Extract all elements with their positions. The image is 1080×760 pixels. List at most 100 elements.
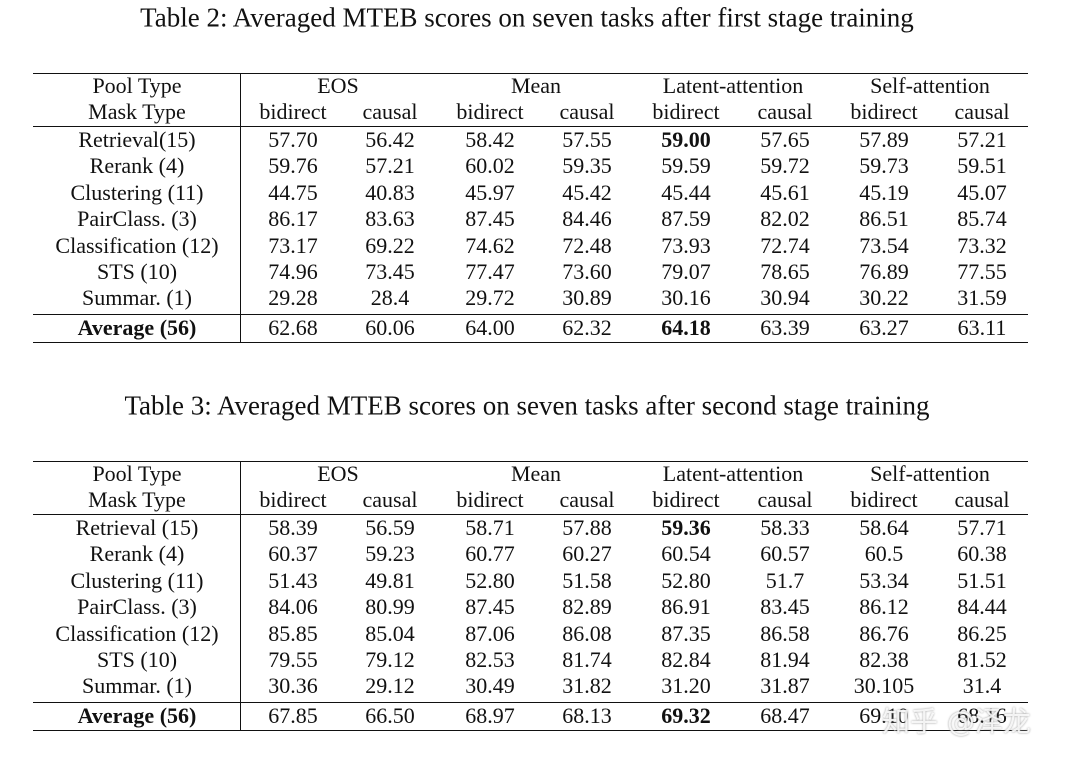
cell: 60.77 (465, 541, 515, 567)
cell: 85.85 (268, 620, 318, 646)
cell: 45.61 (760, 179, 810, 205)
cell: 83.63 (365, 206, 415, 232)
sub-header: causal (954, 487, 1010, 512)
cell: 51.58 (562, 567, 612, 593)
group-header: Self-attention (870, 73, 990, 98)
cell: 85.74 (957, 206, 1007, 232)
cell: 52.80 (465, 567, 515, 593)
group-header: Latent-attention (662, 461, 804, 486)
cell: 72.48 (562, 232, 612, 258)
rule (33, 514, 1028, 516)
cell: 29.28 (268, 285, 318, 311)
cell: 77.55 (957, 259, 1007, 284)
cell: 57.71 (957, 515, 1007, 540)
cell: 51.43 (268, 567, 318, 593)
cell: 77.47 (465, 259, 515, 284)
cell: 29.72 (465, 285, 515, 311)
cell: 66.50 (365, 703, 415, 728)
cell: 31.4 (962, 673, 1002, 699)
cell: 59.36 (661, 515, 711, 540)
sub-header: bidirect (850, 99, 918, 124)
rule (33, 702, 1028, 704)
cell: 45.97 (465, 179, 515, 205)
row-label: Summar. (1) (82, 673, 192, 699)
cell: 82.53 (465, 647, 515, 672)
cell: 86.91 (661, 594, 711, 620)
cell: 63.39 (760, 315, 810, 340)
cell: 86.08 (562, 620, 612, 646)
cell: 57.65 (760, 127, 810, 152)
cell: 79.07 (661, 259, 711, 284)
column-rule (240, 461, 242, 730)
row-label: STS (10) (96, 647, 178, 672)
cell: 30.16 (661, 285, 711, 311)
cell: 31.59 (957, 285, 1007, 311)
cell: 30.105 (853, 673, 915, 699)
cell: 30.89 (562, 285, 612, 311)
cell: 52.80 (661, 567, 711, 593)
cell: 57.89 (859, 127, 909, 152)
cell: 68.13 (562, 703, 612, 728)
cell: 84.46 (562, 206, 612, 232)
group-header: Latent-attention (662, 73, 804, 98)
cell: 73.54 (859, 232, 909, 258)
cell: 57.55 (562, 127, 612, 152)
row-header: Pool Type (92, 73, 182, 98)
cell: 45.19 (859, 179, 909, 205)
sub-header: causal (559, 99, 615, 124)
cell: 78.65 (760, 259, 810, 284)
cell: 68.97 (465, 703, 515, 728)
cell: 59.35 (562, 153, 612, 179)
cell: 67.85 (268, 703, 318, 728)
cell: 49.81 (365, 567, 415, 593)
cell: 51.7 (765, 567, 805, 593)
row-header: Mask Type (88, 99, 186, 124)
row-header: Mask Type (88, 487, 186, 512)
cell: 44.75 (268, 179, 318, 205)
cell: 62.32 (562, 315, 612, 340)
cell: 87.35 (661, 620, 711, 646)
cell: 59.72 (760, 153, 810, 179)
cell: 80.99 (365, 594, 415, 620)
rule (33, 342, 1028, 344)
row-label: Classification (12) (55, 620, 219, 646)
rule (33, 461, 1028, 463)
cell: 58.42 (465, 127, 515, 152)
cell: 60.37 (268, 541, 318, 567)
cell: 79.55 (268, 647, 318, 672)
sub-header: causal (362, 99, 418, 124)
cell: 85.04 (365, 620, 415, 646)
group-header: Self-attention (870, 461, 990, 486)
cell: 73.93 (661, 232, 711, 258)
sub-header: causal (954, 99, 1010, 124)
cell: 87.59 (661, 206, 711, 232)
group-header: Mean (510, 73, 562, 98)
group-header: Mean (510, 461, 562, 486)
sub-header: bidirect (456, 99, 524, 124)
row-label: Classification (12) (55, 232, 219, 258)
cell: 63.11 (957, 315, 1007, 340)
cell: 86.51 (859, 206, 909, 232)
cell: 57.21 (365, 153, 415, 179)
row-label: Clustering (11) (70, 567, 204, 593)
cell: 58.71 (465, 515, 515, 540)
cell: 86.76 (859, 620, 909, 646)
cell: 62.68 (268, 315, 318, 340)
table-caption: Table 3: Averaged MTEB scores on seven t… (124, 390, 930, 421)
cell: 74.96 (268, 259, 318, 284)
cell: 82.02 (760, 206, 810, 232)
sub-header: bidirect (652, 487, 720, 512)
cell: 30.49 (465, 673, 515, 699)
cell: 81.94 (760, 647, 810, 672)
cell: 40.83 (365, 179, 415, 205)
rule (33, 730, 1028, 732)
cell: 53.34 (859, 567, 909, 593)
cell: 69.32 (661, 703, 711, 728)
cell: 64.18 (661, 315, 711, 340)
sub-header: causal (757, 99, 813, 124)
row-label: Rerank (4) (89, 541, 185, 567)
cell: 86.17 (268, 206, 318, 232)
cell: 30.94 (760, 285, 810, 311)
cell: 64.00 (465, 315, 515, 340)
